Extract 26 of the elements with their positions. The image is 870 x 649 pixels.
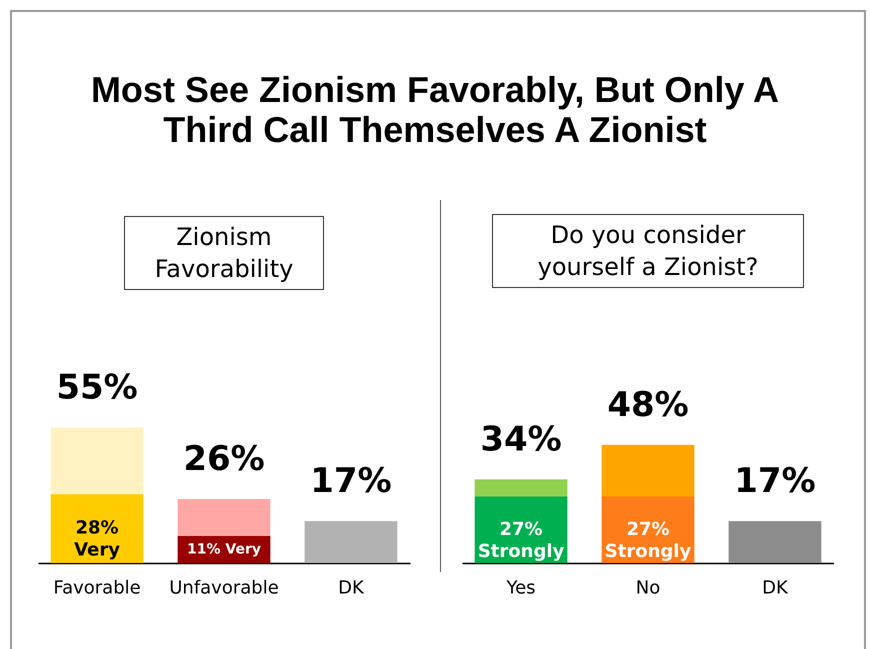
x-tick-label: No [636,578,660,598]
x-tick-label: Unfavorable [169,578,279,598]
bar [728,521,822,563]
bar [50,428,144,494]
total-label: 17% [310,461,392,502]
x-tick-label: Yes [506,578,536,598]
x-tick-label: DK [338,578,365,598]
x-tick-label: Favorable [53,578,141,598]
bar [178,499,270,536]
chart-subtitle: Zionism Favorability [124,216,324,290]
data-label: 27% Strongly [478,518,565,562]
data-label: 11% Very [187,541,261,558]
bar [50,494,144,563]
data-label: 27% Strongly [604,518,692,562]
bar [304,521,398,563]
chart-subtitle: Do you consider yourself a Zionist? [492,214,804,288]
total-label: 55% [56,368,138,408]
total-label: 26% [183,439,265,480]
bar [474,479,568,497]
total-label: 34% [480,419,562,460]
x-tick-label: DK [762,578,789,598]
chart-title: Most See Zionism Favorably, But Only A Third Call Themselves A Zionist [90,69,780,150]
total-label: 48% [607,384,689,425]
total-label: 17% [734,461,816,502]
bar [602,444,694,497]
data-label: 28% Very [74,518,120,561]
